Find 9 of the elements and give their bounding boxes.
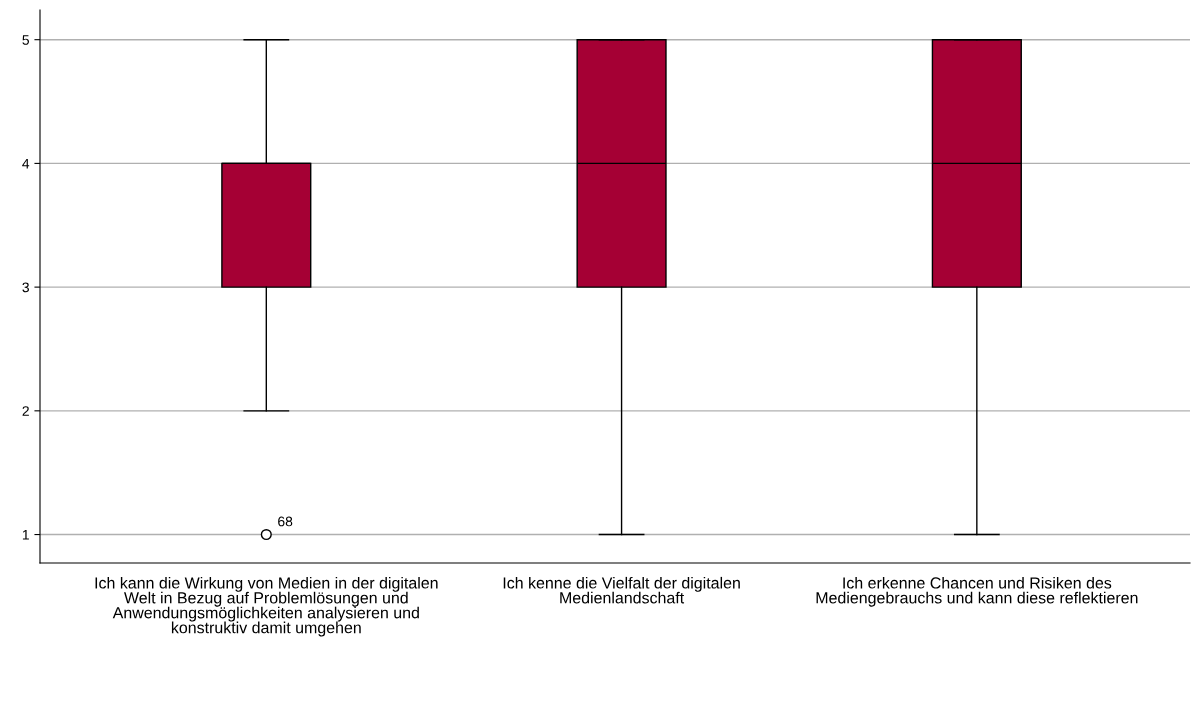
annotation: 68 (278, 516, 293, 527)
x-tick-label: Ich kenne die Vielfalt der digitalen Medienlandschaft (503, 576, 740, 604)
y-tick-label: 2 (22, 406, 29, 416)
y-tick-label: 1 (22, 530, 29, 540)
x-tick-label: Ich erkenne Chancen und Risiken des Mediengebrauchs und kann diese reflektieren (816, 576, 1138, 607)
y-tick-label: 5 (22, 35, 29, 45)
y-tick-label: 3 (22, 282, 29, 293)
x-tick-label: Ich kann die Wirkung von Medien in der digitalen Welt in Bezug auf Problemlösungen und Anwendungsmöglichkeiten analysieren und konstruktiv damit umgehen (95, 576, 438, 637)
y-tick-label: 4 (22, 158, 30, 169)
